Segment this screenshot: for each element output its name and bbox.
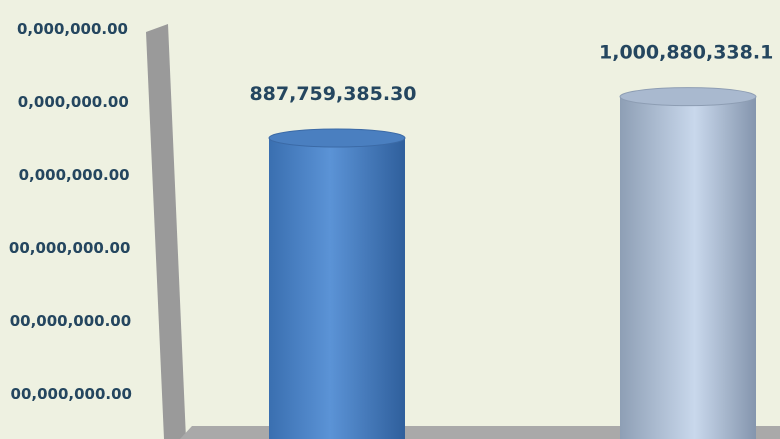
y-tick-label: 00,000,000.00 — [9, 239, 130, 257]
y-tick-label: 0,000,000.00 — [19, 166, 130, 184]
y-tick-label: 0,000,000.00 — [18, 93, 129, 111]
bar-cylinder-top — [619, 87, 757, 107]
y-tick-label: 00,000,000.00 — [10, 312, 131, 330]
data-label: 887,759,385.30 — [249, 83, 416, 105]
bar-cylinder-top — [268, 128, 406, 148]
y-tick-label: 00,000,000.00 — [11, 385, 132, 403]
bar-cylinder-body — [620, 96, 756, 439]
data-label: 1,000,880,338.1 — [599, 42, 773, 64]
y-tick-label: 0,000,000.00 — [17, 20, 128, 38]
back-wall — [146, 24, 186, 439]
bar-cylinder-body — [269, 137, 405, 439]
